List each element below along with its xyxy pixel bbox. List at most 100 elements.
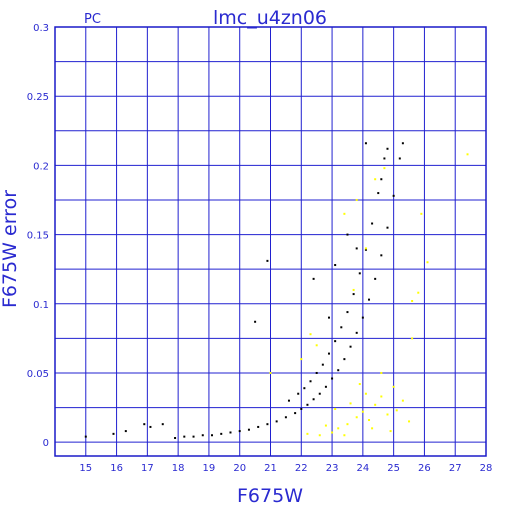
x-tick-label: 16 bbox=[110, 463, 123, 474]
plot-frame bbox=[54, 26, 487, 457]
data-point bbox=[386, 147, 389, 150]
data-point bbox=[371, 222, 374, 225]
data-point bbox=[337, 369, 340, 372]
data-point bbox=[364, 142, 367, 145]
flagged-data-point bbox=[371, 427, 374, 430]
data-point bbox=[287, 399, 290, 402]
flagged-data-point bbox=[411, 300, 414, 303]
data-point bbox=[343, 358, 346, 361]
flagged-data-point bbox=[392, 385, 395, 388]
data-point bbox=[327, 352, 330, 355]
data-point bbox=[112, 432, 115, 435]
flagged-data-point bbox=[364, 247, 367, 250]
flagged-data-point bbox=[343, 434, 346, 437]
flagged-data-point bbox=[426, 261, 429, 264]
grid-lines bbox=[55, 26, 486, 456]
x-tick-label: 21 bbox=[264, 463, 277, 474]
y-tick-label: 0 bbox=[43, 438, 49, 449]
data-point bbox=[315, 371, 318, 374]
x-tick-label: 22 bbox=[295, 463, 308, 474]
flagged-data-point bbox=[315, 344, 318, 347]
flagged-data-point bbox=[318, 434, 321, 437]
x-tick-label: 24 bbox=[356, 463, 369, 474]
flagged-data-point bbox=[349, 402, 352, 405]
flagged-data-point bbox=[358, 383, 361, 386]
data-point bbox=[324, 385, 327, 388]
data-point bbox=[229, 431, 232, 434]
x-tick-label: 17 bbox=[141, 463, 154, 474]
data-point bbox=[377, 192, 380, 195]
data-point bbox=[355, 247, 358, 250]
data-point bbox=[284, 416, 287, 419]
data-point bbox=[201, 434, 204, 437]
data-point bbox=[401, 142, 404, 145]
data-point bbox=[334, 340, 337, 343]
data-point bbox=[254, 320, 257, 323]
x-tick-label: 19 bbox=[203, 463, 216, 474]
data-point bbox=[309, 380, 312, 383]
data-points bbox=[84, 142, 469, 440]
data-point bbox=[124, 430, 127, 433]
data-point bbox=[174, 437, 177, 440]
data-point bbox=[380, 178, 383, 181]
flagged-data-point bbox=[355, 198, 358, 201]
chart-title: lmc_u4zn06 bbox=[213, 7, 327, 29]
y-tick-label: 0.3 bbox=[33, 23, 49, 34]
data-point bbox=[346, 233, 349, 236]
data-point bbox=[355, 331, 358, 334]
flagged-data-point bbox=[386, 413, 389, 416]
data-point bbox=[238, 430, 241, 433]
y-tick-label: 0.25 bbox=[27, 92, 49, 103]
data-point bbox=[352, 293, 355, 296]
data-point bbox=[334, 264, 337, 267]
x-tick-label: 15 bbox=[79, 463, 92, 474]
data-point bbox=[331, 377, 334, 380]
data-point bbox=[300, 407, 303, 410]
flagged-data-point bbox=[411, 337, 414, 340]
flagged-data-point bbox=[401, 399, 404, 402]
x-axis-label: F675W bbox=[237, 485, 303, 507]
data-point bbox=[84, 435, 87, 438]
data-point bbox=[161, 423, 164, 426]
data-point bbox=[361, 316, 364, 319]
data-point bbox=[297, 392, 300, 395]
flagged-data-point bbox=[380, 371, 383, 374]
data-point bbox=[220, 432, 223, 435]
x-tick-labels: 15 16 17 18 19 20 21 22 23 24 25 26 27 28 bbox=[79, 463, 492, 474]
flagged-data-point bbox=[309, 333, 312, 336]
data-point bbox=[321, 363, 324, 366]
y-axis-label: F675W error bbox=[0, 190, 21, 308]
flagged-data-point bbox=[346, 423, 349, 426]
data-point bbox=[257, 425, 260, 428]
data-point bbox=[327, 316, 330, 319]
chart-subtitle: PC bbox=[84, 12, 101, 27]
data-point bbox=[266, 423, 269, 426]
x-tick-label: 26 bbox=[418, 463, 431, 474]
x-tick-label: 25 bbox=[387, 463, 400, 474]
flagged-data-point bbox=[324, 424, 327, 427]
x-tick-label: 28 bbox=[480, 463, 493, 474]
flagged-data-point bbox=[352, 288, 355, 291]
data-point bbox=[192, 435, 195, 438]
data-point bbox=[143, 423, 146, 426]
x-tick-label: 18 bbox=[172, 463, 185, 474]
data-point bbox=[398, 157, 401, 160]
x-tick-label: 23 bbox=[326, 463, 339, 474]
data-point bbox=[247, 428, 250, 431]
data-point bbox=[312, 398, 315, 401]
data-point bbox=[386, 226, 389, 229]
data-point bbox=[368, 298, 371, 301]
flagged-data-point bbox=[395, 409, 398, 412]
flagged-data-point bbox=[374, 403, 377, 406]
data-point bbox=[358, 272, 361, 275]
data-point bbox=[392, 194, 395, 197]
flagged-data-point bbox=[343, 212, 346, 215]
data-point bbox=[349, 345, 352, 348]
flagged-data-point bbox=[380, 395, 383, 398]
flagged-data-point bbox=[355, 416, 358, 419]
data-point bbox=[364, 248, 367, 251]
data-point bbox=[149, 425, 152, 428]
flagged-data-point bbox=[417, 291, 420, 294]
y-tick-label: 0.15 bbox=[27, 231, 49, 242]
